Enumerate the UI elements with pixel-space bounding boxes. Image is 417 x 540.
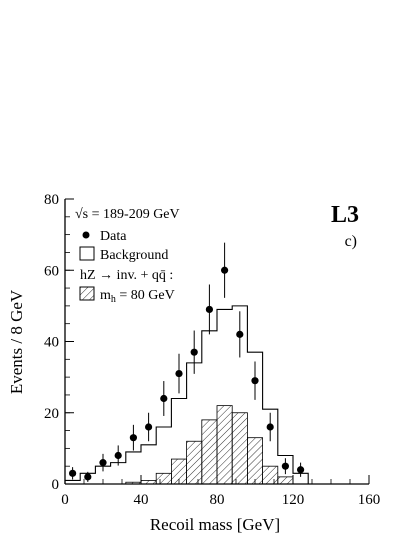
data-point [266,423,274,431]
data-point [145,423,153,431]
data-point [69,469,77,477]
panel-label: c) [345,233,357,250]
legend-data-marker [82,231,90,239]
y-tick-label: 20 [44,406,59,422]
legend: Data Background hZ → inv. + qq̄ : mh = 8… [79,229,175,305]
y-axis-title: Events / 8 GeV [7,289,26,394]
data-point [175,369,183,378]
signal-bar [231,412,248,485]
y-tick-label: 80 [44,192,59,208]
experiment-label: L3 [331,202,359,228]
data-point [205,305,213,314]
x-axis-title: Recoil mass [GeV] [150,515,280,534]
legend-signal-mass-subscript: h [111,294,116,305]
x-tick-label: 120 [282,492,305,508]
data-point [251,377,259,385]
signal-bar [186,440,203,485]
data-point [99,459,107,467]
x-tick-label: 80 [210,492,225,508]
legend-signal-swatch [79,286,95,301]
y-tick-label: 0 [52,477,60,493]
data-point [281,462,289,470]
energy-label: √s = 189-209 GeV [75,207,180,222]
legend-data-label: Data [100,229,127,244]
legend-signal-mass: m [100,288,111,303]
axis-ticks: 0 40 80 120 160 0 20 40 60 80 [44,192,380,508]
data-point [297,466,305,474]
x-tick-label: 160 [358,492,381,508]
data-point [236,330,244,338]
legend-signal-label: mh = 80 GeV [100,288,175,305]
x-tick-label: 40 [134,492,149,508]
legend-background-swatch [79,246,95,261]
legend-background-label: Background [100,248,168,263]
data-point [190,348,198,356]
legend-signal-process: hZ → inv. + qq̄ : [80,268,173,283]
x-tick-label: 0 [61,492,69,508]
signal-bar [201,419,218,485]
data-point [84,473,92,481]
signal-bar [277,476,294,485]
y-tick-label: 40 [44,335,59,351]
data-point [129,434,137,442]
signal-bar [216,405,233,485]
data-point [114,451,122,460]
signal-bar [155,472,172,485]
data-point [221,266,229,274]
legend-signal-mass-value: = 80 GeV [116,288,175,303]
signal-bar [262,465,279,485]
data-point [160,394,168,403]
signal-bar [246,437,263,485]
energy-label-text: √s = 189-209 GeV [75,207,180,222]
y-tick-label: 60 [44,263,59,279]
